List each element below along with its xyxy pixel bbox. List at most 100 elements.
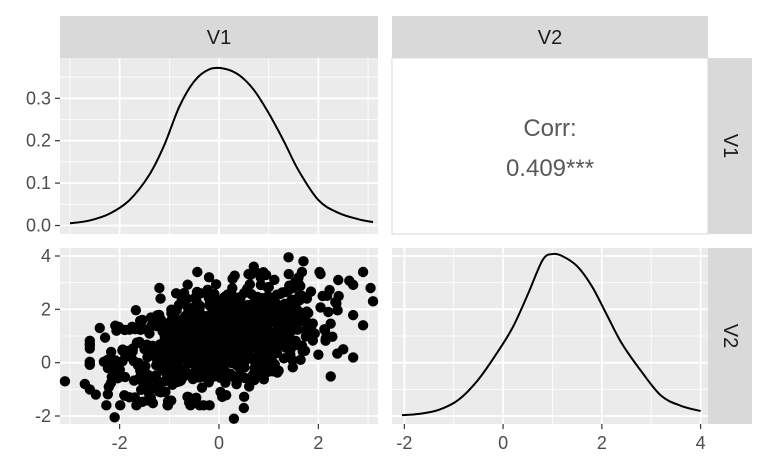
scatter-point xyxy=(296,266,308,278)
scatter-point xyxy=(203,373,214,384)
scatter-x-tick-label: -2 xyxy=(112,433,128,453)
strip-top-v2 xyxy=(392,16,708,58)
scatter-x-tick-label: 0 xyxy=(214,433,224,453)
scatter-point xyxy=(195,321,207,333)
scatter-point xyxy=(367,296,379,307)
scatter-point xyxy=(102,389,114,400)
scatter-point xyxy=(238,402,250,414)
scatter-point xyxy=(187,373,199,385)
scatter-point xyxy=(325,318,336,329)
v1-y-tick-label: 0.0 xyxy=(26,216,51,236)
scatter-point xyxy=(181,344,192,356)
scatter-point xyxy=(344,275,355,286)
scatter-point xyxy=(365,282,376,294)
scatter-point xyxy=(203,272,215,283)
grid-v2-density xyxy=(392,248,708,424)
scatter-point xyxy=(288,319,300,330)
scatter-point xyxy=(323,306,334,318)
scatter-point xyxy=(242,303,253,314)
panel-correlation xyxy=(391,57,709,235)
scatter-point xyxy=(320,335,331,346)
scatter-point xyxy=(279,323,290,335)
scatter-point xyxy=(183,329,194,340)
scatter-point xyxy=(135,324,146,335)
scatter-point xyxy=(141,339,153,350)
scatter-point xyxy=(171,363,182,374)
scatter-point xyxy=(154,282,165,294)
strip-top-v2-label: V2 xyxy=(538,27,562,49)
scatter-point xyxy=(273,365,284,376)
v1-y-tick-label: 0.2 xyxy=(26,131,51,151)
scatter-x-tick-label: 2 xyxy=(313,433,323,453)
scatter-point xyxy=(178,287,190,299)
scatter-point xyxy=(347,352,359,363)
scatter-point xyxy=(183,397,195,408)
scatter-point xyxy=(309,328,320,339)
scatter-point xyxy=(119,324,130,336)
scatter-point xyxy=(84,338,96,350)
scatter-point xyxy=(155,359,166,370)
scatter-point xyxy=(170,288,182,299)
scatter-point xyxy=(338,344,349,355)
v2-density-x-axis: -2 0 2 4 xyxy=(396,424,706,453)
scatter-y-tick-label: 2 xyxy=(41,299,51,319)
scatter-point xyxy=(293,308,304,320)
scatter-point xyxy=(220,390,232,401)
scatter-point xyxy=(203,292,215,304)
scatter-point xyxy=(263,281,274,293)
scatter-point xyxy=(300,331,312,342)
scatter-point xyxy=(194,334,205,346)
scatter-point xyxy=(261,356,273,367)
scatter-point xyxy=(119,371,131,383)
scatter-point xyxy=(244,313,255,325)
scatter-point xyxy=(229,270,240,281)
scatter-point xyxy=(204,400,215,411)
correlation-value: 0.409*** xyxy=(506,155,594,182)
scatter-point xyxy=(242,283,253,295)
scatter-point xyxy=(159,336,170,347)
scatter-point xyxy=(102,354,113,366)
scatter-y-tick-label: -2 xyxy=(35,406,51,426)
scatter-point xyxy=(331,298,342,309)
v1-density-y-axis: 0.0 0.1 0.2 0.3 xyxy=(26,88,60,236)
scatter-y-tick-label: 4 xyxy=(41,246,51,266)
scatter-point xyxy=(115,400,126,411)
scatter-point xyxy=(59,376,71,387)
scatter-point xyxy=(287,362,298,373)
scatter-point xyxy=(285,334,297,345)
scatter-point xyxy=(117,344,128,355)
scatter-point xyxy=(191,286,203,298)
scatter-point xyxy=(110,320,121,331)
scatter-point xyxy=(186,318,198,330)
scatter-point xyxy=(175,353,187,364)
v1-y-tick-label: 0.1 xyxy=(26,173,51,193)
scatter-point xyxy=(241,337,253,349)
scatter-point xyxy=(219,295,230,306)
scatter-point xyxy=(162,350,173,361)
scatter-point xyxy=(130,304,142,316)
scatter-point xyxy=(192,266,203,278)
scatter-point xyxy=(142,351,153,363)
scatter-point xyxy=(324,284,335,296)
scatter-point xyxy=(125,351,137,363)
scatter-point xyxy=(151,310,163,321)
scatter-point xyxy=(299,315,311,327)
scatter-point xyxy=(314,266,325,278)
scatter-point xyxy=(255,272,266,283)
strip-right-v1-label: V1 xyxy=(719,134,741,158)
scatter-point xyxy=(333,274,344,286)
strip-top-v1 xyxy=(60,16,378,58)
scatter-point xyxy=(155,293,166,304)
v2-x-tick-label: 2 xyxy=(597,433,607,453)
scatter-point xyxy=(269,274,280,286)
scatter-point xyxy=(208,310,219,321)
scatter-point xyxy=(297,346,308,357)
scatter-points xyxy=(59,252,379,424)
v2-x-tick-label: 0 xyxy=(498,433,508,453)
grid-v1-density xyxy=(60,58,378,234)
scatter-point xyxy=(238,391,250,403)
scatter-point xyxy=(295,354,306,366)
scatter-point xyxy=(220,377,231,388)
scatter-point xyxy=(150,370,162,381)
scatter-point xyxy=(283,268,294,280)
